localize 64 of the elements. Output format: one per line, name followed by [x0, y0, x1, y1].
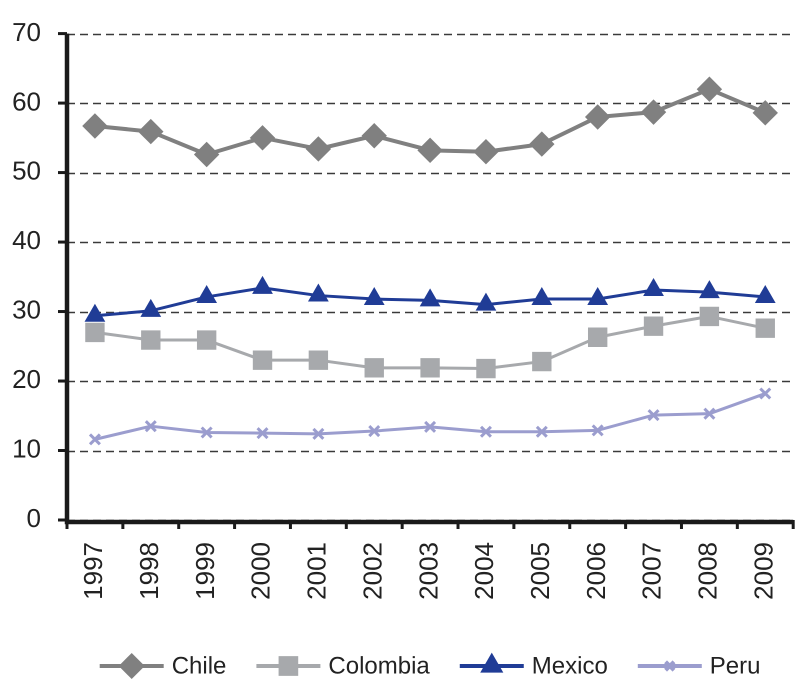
point	[756, 318, 775, 338]
x-tick-label: 2009	[748, 542, 778, 600]
point	[306, 136, 331, 162]
point	[696, 76, 722, 102]
point	[252, 350, 272, 370]
point	[647, 408, 660, 422]
point	[535, 425, 548, 438]
x-tick-label: 2006	[580, 542, 611, 600]
point	[473, 139, 498, 164]
x-tick-label: 2004	[469, 542, 500, 600]
x-tick-label: 2007	[636, 542, 667, 600]
point	[644, 316, 664, 336]
point	[702, 407, 716, 420]
point	[308, 350, 328, 370]
point	[424, 420, 437, 434]
point	[529, 132, 554, 157]
point	[588, 328, 608, 347]
legend-label: Mexico	[532, 652, 608, 680]
point	[364, 358, 384, 378]
y-tick-label: 10	[12, 434, 41, 464]
y-tick-label: 70	[12, 16, 41, 47]
point	[362, 123, 387, 148]
point	[138, 119, 164, 144]
point	[200, 426, 214, 439]
point	[368, 424, 381, 438]
x-tick-label: 2000	[246, 542, 276, 600]
y-tick-label: 40	[12, 225, 41, 256]
x-tick-label: 1998	[134, 542, 164, 600]
point	[88, 432, 102, 446]
point	[480, 425, 492, 438]
point	[196, 330, 216, 350]
x-tick-label: 2001	[302, 542, 332, 600]
y-tick-label: 0	[26, 503, 41, 534]
point	[758, 387, 772, 400]
point	[476, 358, 496, 378]
point	[752, 100, 778, 126]
point	[82, 114, 108, 139]
point	[85, 322, 105, 342]
point	[418, 138, 443, 163]
point	[194, 142, 220, 168]
x-tick-label: 2002	[357, 542, 388, 600]
point	[144, 420, 158, 433]
x-tick-label: 2003	[413, 542, 444, 600]
x-tick-label: 1997	[78, 542, 108, 600]
point	[141, 330, 160, 350]
x-tick-label: 2005	[524, 542, 555, 600]
point	[700, 306, 720, 326]
point	[641, 100, 666, 125]
y-tick-label: 50	[12, 156, 41, 186]
point	[312, 427, 325, 440]
x-tick-label: 1999	[190, 542, 220, 600]
y-tick-label: 60	[12, 86, 41, 116]
y-tick-label: 30	[12, 294, 41, 325]
legend-label: Chile	[172, 652, 226, 680]
point	[250, 125, 276, 150]
point	[591, 424, 604, 437]
point	[420, 358, 440, 378]
x-tick-label: 2008	[692, 542, 723, 600]
legend-label: Colombia	[328, 652, 430, 680]
y-tick-label: 20	[12, 364, 41, 394]
legend-label: Peru	[710, 652, 760, 680]
point	[256, 426, 269, 440]
point	[585, 104, 610, 130]
point	[532, 352, 552, 372]
